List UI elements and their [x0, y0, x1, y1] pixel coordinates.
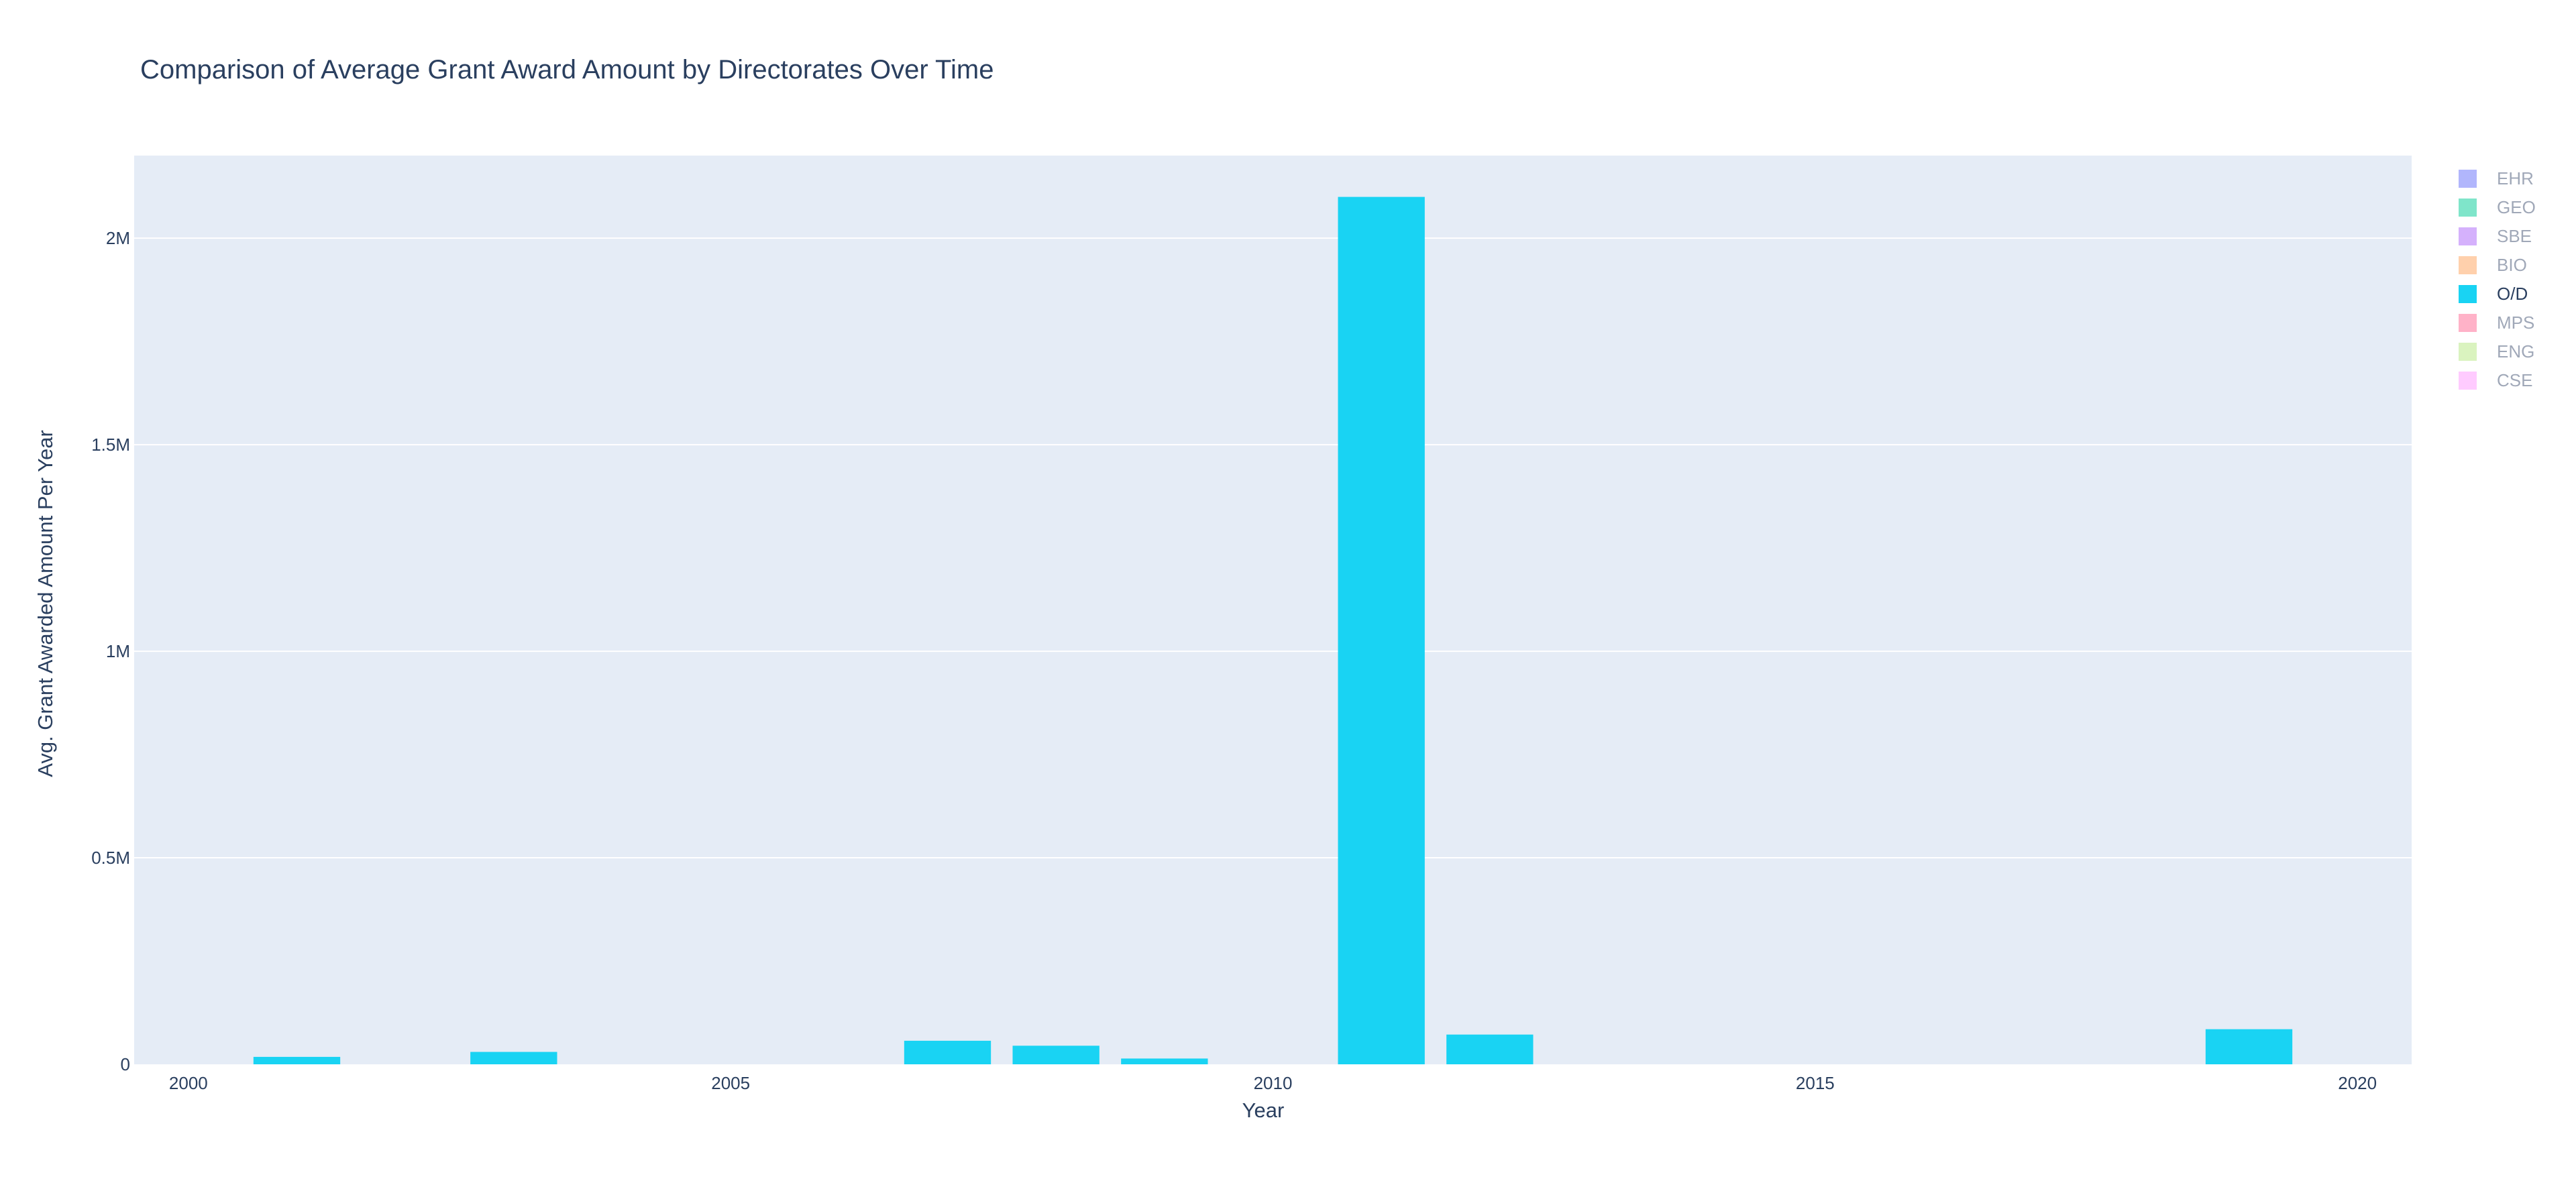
legend-label: MPS: [2497, 313, 2535, 333]
legend-swatch: [2459, 199, 2477, 217]
x-tick-label: 2020: [2338, 1073, 2377, 1093]
bar-od-2001[interactable]: [253, 1056, 341, 1064]
legend-swatch: [2459, 256, 2477, 274]
legend-label: EHR: [2497, 168, 2534, 188]
legend-swatch: [2459, 227, 2477, 245]
legend-label: CSE: [2497, 370, 2533, 390]
legend: EHR GEO SBE BIO O/D MPS ENG CSE: [2459, 164, 2536, 395]
axis-ticks: 0 0.5M 1M 1.5M 2M 2000 2005 2010 2015 2020: [91, 228, 2377, 1093]
gridlines: [134, 237, 2412, 859]
x-tick-label: 2015: [1796, 1073, 1835, 1093]
legend-label: O/D: [2497, 284, 2528, 304]
legend-swatch: [2459, 343, 2477, 361]
y-tick-label: 0.5M: [91, 848, 130, 868]
y-tick-label: 2M: [106, 228, 130, 248]
bar-od-2012[interactable]: [1446, 1034, 1534, 1064]
legend-swatch: [2459, 314, 2477, 332]
legend-label: ENG: [2497, 341, 2535, 361]
legend-item-sbe[interactable]: SBE: [2459, 222, 2536, 251]
legend-swatch: [2459, 285, 2477, 303]
legend-swatch: [2459, 170, 2477, 188]
y-tick-label: 1.5M: [91, 435, 130, 455]
legend-label: GEO: [2497, 197, 2536, 217]
x-tick-label: 2000: [169, 1073, 208, 1093]
legend-item-od[interactable]: O/D: [2459, 280, 2536, 308]
bar-od-2008[interactable]: [1012, 1046, 1099, 1064]
y-tick-label: 1M: [106, 641, 130, 661]
bar-od-2011[interactable]: [1338, 196, 1425, 1064]
legend-label: SBE: [2497, 226, 2532, 246]
legend-item-geo[interactable]: GEO: [2459, 193, 2536, 222]
x-axis-title: Year: [1242, 1099, 1285, 1122]
x-tick-label: 2005: [711, 1073, 750, 1093]
legend-item-bio[interactable]: BIO: [2459, 251, 2536, 280]
y-tick-label: 0: [121, 1054, 130, 1074]
legend-item-eng[interactable]: ENG: [2459, 337, 2536, 366]
bar-od-2003[interactable]: [470, 1052, 557, 1064]
legend-item-ehr[interactable]: EHR: [2459, 164, 2536, 193]
y-axis-title: Avg. Grant Awarded Amount Per Year: [34, 430, 57, 777]
chart-title: Comparison of Average Grant Award Amount…: [140, 55, 994, 85]
bar-od-2009[interactable]: [1121, 1058, 1208, 1064]
legend-swatch: [2459, 372, 2477, 390]
x-tick-label: 2010: [1254, 1073, 1293, 1093]
legend-item-mps[interactable]: MPS: [2459, 308, 2536, 337]
bar-od-2019[interactable]: [2205, 1029, 2293, 1064]
legend-item-cse[interactable]: CSE: [2459, 366, 2536, 395]
bars: [253, 196, 2293, 1064]
legend-label: BIO: [2497, 255, 2527, 275]
plot-area: [134, 156, 2412, 1064]
bar-od-2007[interactable]: [904, 1040, 991, 1064]
